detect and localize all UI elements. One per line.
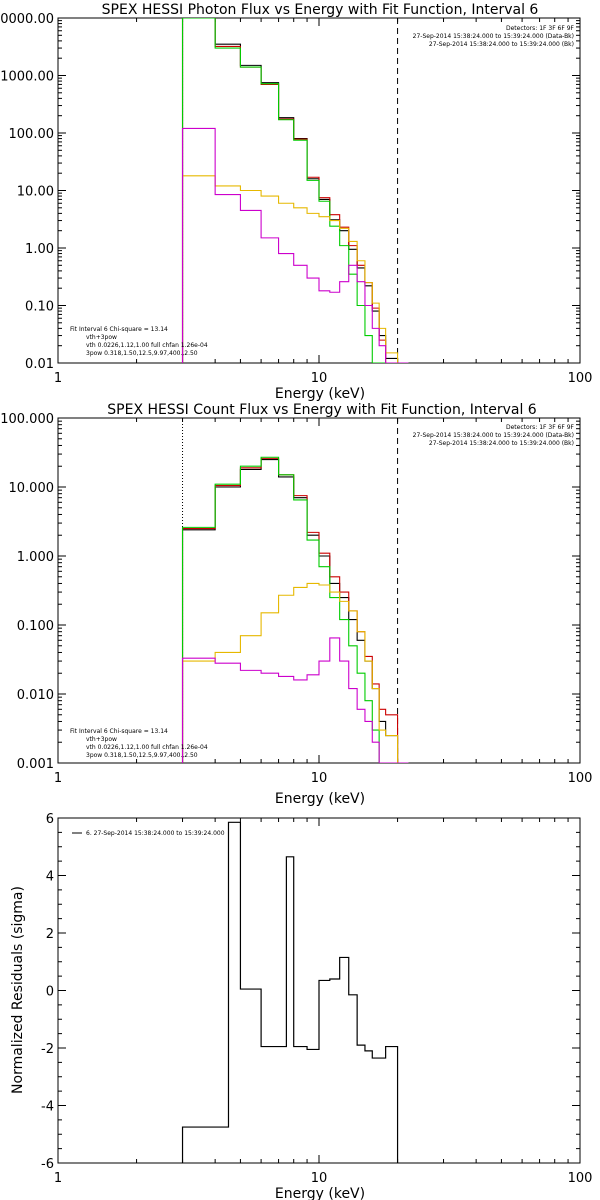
photon-flux-series bbox=[181, 18, 409, 363]
spectrum-series-0 bbox=[181, 18, 409, 363]
photon-flux-panel: SPEX HESSI Photon Flux vs Energy with Fi… bbox=[0, 2, 592, 402]
y-tick-label: 1.00 bbox=[25, 242, 54, 257]
count-flux-info-3pow: 3pow 0.318,1.50,12.5,9.97,400.,2.50 bbox=[86, 752, 198, 759]
spectrum-series-3 bbox=[181, 582, 409, 763]
x-tick-label: 100 bbox=[568, 1171, 593, 1186]
residuals-y-axis-label: Normalized Residuals (sigma) bbox=[10, 886, 26, 1094]
x-tick-label: 1 bbox=[54, 371, 62, 386]
count-flux-title: SPEX HESSI Count Flux vs Energy with Fit… bbox=[107, 402, 537, 418]
residuals-ticks: 1 10 100 -6 -4 -2 0 2 4 6 bbox=[41, 812, 592, 1186]
residuals-x-axis-label: Energy (keV) bbox=[275, 1186, 365, 1200]
x-tick-label: 10 bbox=[311, 371, 328, 386]
photon-flux-info-top: Detectors: 1F 3F 6F 9F 27-Sep-2014 15:38… bbox=[413, 25, 575, 48]
y-tick-label: 0.10 bbox=[25, 300, 54, 315]
count-flux-info-vth: vth 0.0226,1.12,1.00 full chfan 1.26e-04 bbox=[86, 744, 208, 751]
count-flux-plot-frame bbox=[57, 417, 581, 764]
count-flux-info-fit: Fit Interval 6 Chi-square = 13.14 bbox=[70, 728, 168, 735]
y-tick-label: 1000.00 bbox=[0, 70, 54, 85]
y-tick-label: 10.00 bbox=[17, 185, 54, 200]
photon-flux-info-data-interval: 27-Sep-2014 15:38:24.000 to 15:39:24.000… bbox=[413, 33, 574, 40]
x-tick-label: 1 bbox=[54, 1171, 62, 1186]
y-tick-label: -2 bbox=[41, 1042, 54, 1057]
photon-flux-info-3pow: 3pow 0.318,1.50,12.5,9.97,400.,2.50 bbox=[86, 350, 198, 357]
count-flux-info-data-interval: 27-Sep-2014 15:38:24.000 to 15:39:24.000… bbox=[413, 432, 574, 439]
spectrum-series-1 bbox=[181, 457, 409, 763]
y-tick-label: 10.000 bbox=[9, 481, 55, 496]
residuals-series bbox=[181, 821, 399, 1163]
photon-flux-info-model: vth+3pow bbox=[86, 334, 117, 341]
y-tick-label: 0.100 bbox=[17, 619, 54, 634]
count-flux-ticks: 1 10 100 0.001 0.010 0.100 1.000 10.000 100.000 bbox=[0, 412, 592, 786]
spectrum-series-3 bbox=[181, 175, 409, 363]
count-flux-reference-lines bbox=[182, 418, 399, 763]
y-tick-label: 2 bbox=[46, 927, 54, 942]
photon-flux-info-detectors: Detectors: 1F 3F 6F 9F bbox=[506, 25, 575, 32]
x-tick-label: 1 bbox=[54, 771, 62, 786]
photon-flux-info-fit: Fit Interval 6 Chi-square = 13.14 bbox=[70, 326, 168, 333]
x-tick-label: 100 bbox=[568, 771, 593, 786]
y-tick-label: -6 bbox=[41, 1157, 54, 1172]
photon-flux-info-bk-interval: 27-Sep-2014 15:38:24.000 to 15:39:24.000… bbox=[429, 41, 574, 48]
count-flux-panel: SPEX HESSI Count Flux vs Energy with Fit… bbox=[0, 402, 592, 807]
count-flux-info-bottom: Fit Interval 6 Chi-square = 13.14 vth+3p… bbox=[70, 728, 208, 759]
y-tick-label: -4 bbox=[41, 1100, 54, 1115]
residuals-series bbox=[181, 821, 399, 1163]
x-tick-label: 10 bbox=[311, 771, 328, 786]
count-flux-x-axis-label: Energy (keV) bbox=[275, 791, 365, 807]
spectrum-series-4 bbox=[181, 637, 409, 763]
count-flux-info-model: vth+3pow bbox=[86, 736, 117, 743]
residuals-legend: 6. 27-Sep-2014 15:38:24.000 to 15:39:24.… bbox=[72, 830, 225, 837]
count-flux-info-bk-interval: 27-Sep-2014 15:38:24.000 to 15:39:24.000… bbox=[429, 440, 574, 447]
y-tick-label: 1.000 bbox=[17, 550, 54, 565]
y-tick-label: 0.01 bbox=[25, 357, 54, 372]
x-tick-label: 100 bbox=[568, 371, 593, 386]
residuals-panel: 1 10 100 -6 -4 -2 0 2 4 6 6. 27-Sep-2014 15:38:24… bbox=[10, 812, 592, 1200]
spectrum-series-4 bbox=[181, 127, 409, 363]
y-tick-label: 10000.00 bbox=[0, 12, 54, 27]
y-tick-label: 0 bbox=[46, 985, 54, 1000]
spectrum-series-2 bbox=[181, 456, 409, 763]
photon-flux-info-bottom: Fit Interval 6 Chi-square = 13.14 vth+3p… bbox=[70, 326, 208, 357]
photon-flux-info-vth: vth 0.0226,1.12,1.00 full chfan 1.26e-04 bbox=[86, 342, 208, 349]
count-flux-info-top: Detectors: 1F 3F 6F 9F 27-Sep-2014 15:38… bbox=[413, 424, 575, 447]
x-tick-label: 10 bbox=[311, 1171, 328, 1186]
y-tick-label: 4 bbox=[46, 870, 54, 885]
photon-flux-x-axis-label: Energy (keV) bbox=[275, 386, 365, 402]
y-tick-label: 100.000 bbox=[0, 412, 54, 427]
photon-flux-ticks: 1 10 100 0.01 0.10 1.00 10.00 100.00 1000.00 1000… bbox=[0, 12, 592, 386]
count-flux-info-detectors: Detectors: 1F 3F 6F 9F bbox=[506, 424, 575, 431]
count-flux-series bbox=[181, 456, 409, 763]
y-tick-label: 0.001 bbox=[17, 757, 54, 772]
y-tick-label: 100.00 bbox=[9, 127, 55, 142]
spectrum-series-0 bbox=[181, 458, 409, 763]
y-tick-label: 6 bbox=[46, 812, 54, 827]
spectrum-series-2 bbox=[181, 18, 409, 363]
residuals-legend-label: 6. 27-Sep-2014 15:38:24.000 to 15:39:24.… bbox=[86, 830, 225, 837]
photon-flux-title: SPEX HESSI Photon Flux vs Energy with Fi… bbox=[102, 2, 539, 18]
y-tick-label: 0.010 bbox=[17, 688, 54, 703]
